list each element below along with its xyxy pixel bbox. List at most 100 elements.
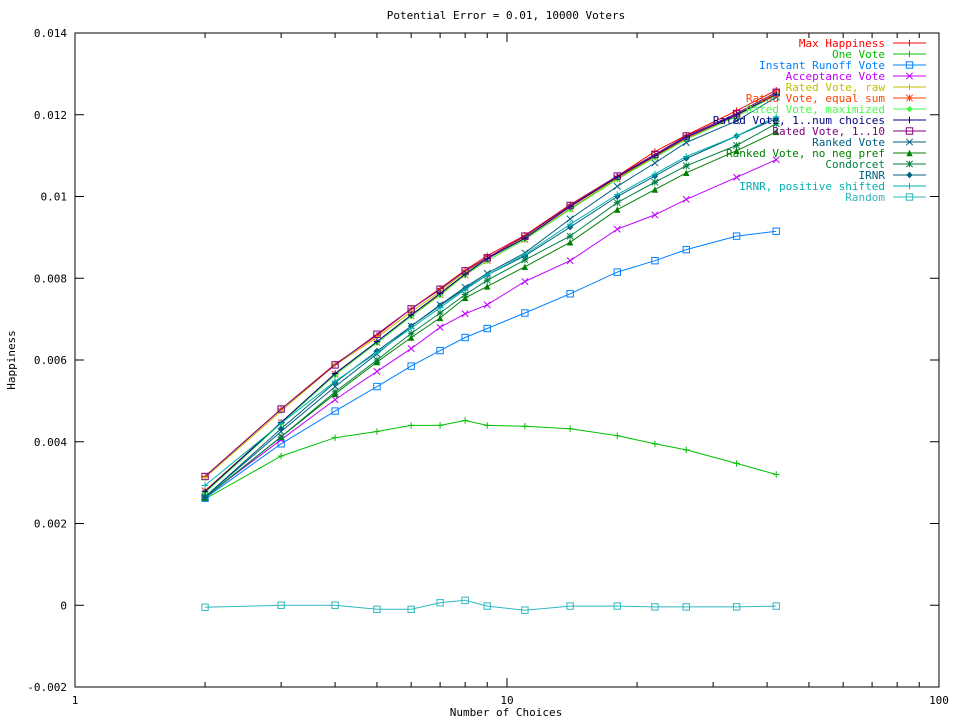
data-point [461, 286, 469, 293]
data-point [772, 88, 780, 96]
legend-label: Random [845, 191, 885, 204]
legend-label: One Vote [832, 48, 885, 61]
data-point [732, 232, 741, 240]
data-point [651, 256, 659, 265]
data-point [566, 425, 574, 432]
data-point [613, 172, 621, 180]
axis-tick-labels: -0.002 0 0.002 0.004 0.006 0.008 0.01 0.012 0.01… [27, 27, 949, 707]
data-point [683, 169, 690, 176]
legend-swatch-marker [905, 160, 914, 168]
data-point [773, 91, 780, 98]
data-point [521, 251, 529, 258]
data-point [683, 153, 690, 160]
legend-swatch-marker [906, 182, 913, 190]
series-line [204, 93, 777, 492]
data-point [277, 433, 285, 441]
data-point [613, 602, 621, 610]
data-point [201, 603, 209, 611]
y-tick-label: 0 [60, 599, 67, 612]
data-point [436, 422, 444, 429]
data-point [461, 596, 469, 605]
legend-swatch-marker [905, 61, 914, 69]
legend-label: Rated Vote, equal sum [746, 92, 885, 105]
data-point [773, 471, 780, 478]
data-point [651, 211, 659, 219]
data-point [651, 178, 659, 186]
data-point [682, 245, 690, 254]
data-point [436, 304, 444, 311]
legend-label: Ranked Vote [812, 136, 885, 149]
data-point [201, 482, 209, 489]
data-point [566, 257, 574, 265]
y-tick-label: 0.004 [34, 436, 67, 449]
data-point [651, 170, 659, 178]
data-point [483, 602, 491, 610]
data-point [461, 333, 469, 342]
x-axis-label: Number of Choices [450, 706, 563, 719]
data-point [407, 334, 415, 341]
data-point [614, 432, 621, 439]
series-line [204, 116, 777, 486]
data-point [732, 603, 741, 611]
legend-label: IRNR, positive shifted [739, 180, 885, 193]
legend-swatch-marker [905, 127, 914, 135]
data-point [521, 606, 529, 614]
data-point [407, 311, 415, 319]
data-point [614, 191, 621, 198]
series-line [204, 599, 777, 611]
data-point [373, 356, 381, 364]
data-point [651, 440, 659, 447]
data-point [436, 599, 444, 607]
legend-swatch-marker [906, 149, 913, 157]
data-point [277, 440, 285, 448]
data-point [436, 309, 444, 317]
data-point [733, 460, 740, 467]
data-point [651, 159, 659, 167]
series-line [204, 123, 777, 499]
data-point [521, 277, 529, 286]
y-tick-label: 0.006 [34, 354, 67, 367]
series-5 [201, 90, 780, 495]
series-layer [201, 87, 780, 614]
legend-swatch-marker [905, 138, 914, 146]
series-12 [201, 115, 780, 501]
chart-title: Potential Error = 0.01, 10000 Voters [387, 9, 625, 22]
data-point [331, 407, 339, 415]
data-point [373, 428, 381, 435]
y-tick-label: 0.014 [34, 27, 67, 40]
data-point [613, 268, 621, 276]
legend-label: Rated Vote, 1..num choices [713, 114, 885, 127]
data-point [331, 361, 339, 369]
data-point [373, 382, 381, 391]
legend-label: Rated Vote, 1..10 [772, 125, 885, 138]
data-point [407, 329, 415, 337]
data-point [773, 113, 780, 120]
legend-swatch-marker [906, 105, 913, 113]
data-point [436, 323, 444, 331]
data-point [407, 605, 415, 614]
series-14 [201, 596, 780, 614]
data-point [331, 378, 339, 385]
data-point [201, 472, 209, 481]
data-point [772, 156, 780, 164]
data-point [613, 199, 621, 207]
legend-label: Rated Vote, maximized [746, 103, 885, 116]
data-point [651, 150, 659, 159]
data-point [436, 346, 444, 355]
series-11 [201, 120, 780, 502]
series-6 [201, 91, 780, 497]
data-point [566, 239, 574, 246]
data-point [483, 324, 491, 333]
legend-swatch-marker [906, 116, 913, 124]
series-8 [201, 88, 780, 481]
data-point [277, 405, 285, 413]
data-point [772, 93, 780, 101]
data-point [461, 294, 469, 302]
data-point [613, 225, 621, 233]
data-point [733, 132, 740, 140]
y-axis-label: Happiness [5, 330, 18, 390]
series-line [204, 89, 777, 477]
data-point [373, 338, 381, 345]
data-point [773, 128, 780, 136]
